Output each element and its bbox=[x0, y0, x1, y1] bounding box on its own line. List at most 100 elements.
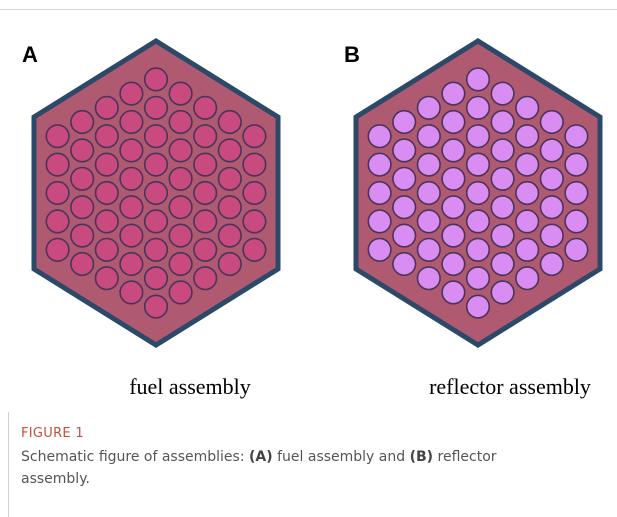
pin bbox=[515, 266, 540, 291]
pin bbox=[193, 124, 218, 149]
pin bbox=[119, 138, 144, 163]
pin bbox=[168, 166, 193, 191]
pin bbox=[416, 152, 441, 177]
pin bbox=[242, 180, 267, 206]
figure-number: FIGURE 1 bbox=[21, 426, 84, 441]
pin bbox=[45, 124, 70, 149]
pin bbox=[45, 180, 70, 206]
caption-ref: (B) bbox=[409, 449, 434, 465]
panel-name: fuel assembly bbox=[129, 374, 251, 399]
caption-ref: (A) bbox=[249, 449, 273, 465]
pin bbox=[465, 180, 491, 206]
pin bbox=[45, 152, 70, 177]
pin bbox=[168, 223, 193, 248]
pin bbox=[70, 138, 95, 163]
pin bbox=[515, 152, 540, 177]
pin bbox=[143, 124, 169, 149]
pin bbox=[416, 266, 441, 291]
caption-text: reflector assembly. bbox=[21, 449, 497, 487]
pin bbox=[465, 266, 491, 291]
pin bbox=[143, 266, 169, 291]
pin bbox=[465, 152, 491, 177]
pin bbox=[193, 95, 218, 120]
pin bbox=[441, 166, 466, 191]
pin bbox=[94, 237, 119, 262]
caption-rule bbox=[8, 412, 9, 517]
pin bbox=[539, 223, 564, 248]
pin bbox=[242, 209, 267, 234]
pin bbox=[168, 81, 193, 106]
pin bbox=[168, 251, 193, 277]
pin bbox=[392, 109, 417, 135]
caption-text: fuel assembly and bbox=[272, 449, 410, 465]
pin bbox=[70, 166, 95, 191]
pin bbox=[490, 81, 515, 106]
pin bbox=[193, 180, 218, 206]
pin bbox=[539, 109, 564, 135]
caption-text: Schematic figure of assemblies: bbox=[21, 449, 250, 465]
pin bbox=[119, 195, 144, 220]
pin bbox=[168, 109, 193, 135]
pin bbox=[70, 109, 95, 135]
pin bbox=[168, 195, 193, 220]
pin bbox=[441, 195, 466, 220]
pin bbox=[465, 237, 491, 262]
pin bbox=[490, 280, 515, 305]
pin bbox=[539, 166, 564, 191]
pin bbox=[193, 209, 218, 234]
pin bbox=[143, 95, 169, 120]
pin bbox=[515, 209, 540, 234]
pin bbox=[193, 152, 218, 177]
pin bbox=[465, 67, 491, 92]
pin bbox=[539, 195, 564, 220]
pin bbox=[441, 138, 466, 163]
pin bbox=[168, 138, 193, 163]
pin bbox=[94, 209, 119, 234]
pin bbox=[490, 195, 515, 220]
pin bbox=[94, 124, 119, 149]
pin bbox=[70, 223, 95, 248]
pin bbox=[465, 294, 491, 319]
pin bbox=[416, 180, 441, 206]
panel-name: reflector assembly bbox=[429, 374, 591, 399]
pin bbox=[70, 251, 95, 277]
pin bbox=[143, 152, 169, 177]
assembly bbox=[31, 38, 281, 348]
pin bbox=[416, 95, 441, 120]
pin bbox=[392, 166, 417, 191]
pin bbox=[217, 138, 242, 163]
pin bbox=[392, 195, 417, 220]
pin bbox=[515, 95, 540, 120]
pin bbox=[45, 237, 70, 262]
pin bbox=[242, 124, 267, 149]
pin bbox=[119, 109, 144, 135]
pin bbox=[143, 294, 169, 319]
pin bbox=[416, 209, 441, 234]
pin bbox=[119, 251, 144, 277]
pin bbox=[441, 251, 466, 277]
pin bbox=[441, 280, 466, 305]
pin bbox=[168, 280, 193, 305]
pin bbox=[564, 124, 589, 149]
pin bbox=[441, 109, 466, 135]
pin bbox=[490, 223, 515, 248]
pin bbox=[564, 209, 589, 234]
pin bbox=[143, 209, 169, 234]
pin bbox=[242, 152, 267, 177]
pin bbox=[490, 166, 515, 191]
caption: Schematic figure of assemblies: (A) fuel… bbox=[21, 446, 521, 490]
pin bbox=[441, 81, 466, 106]
pin bbox=[70, 195, 95, 220]
pin bbox=[193, 237, 218, 262]
pin bbox=[94, 95, 119, 120]
pin bbox=[94, 180, 119, 206]
pin bbox=[367, 237, 392, 262]
pin bbox=[242, 237, 267, 262]
pin bbox=[416, 237, 441, 262]
pin bbox=[119, 223, 144, 248]
pin bbox=[490, 109, 515, 135]
panel-label: B bbox=[344, 42, 360, 67]
pin bbox=[465, 124, 491, 149]
pin bbox=[193, 266, 218, 291]
pin bbox=[392, 251, 417, 277]
